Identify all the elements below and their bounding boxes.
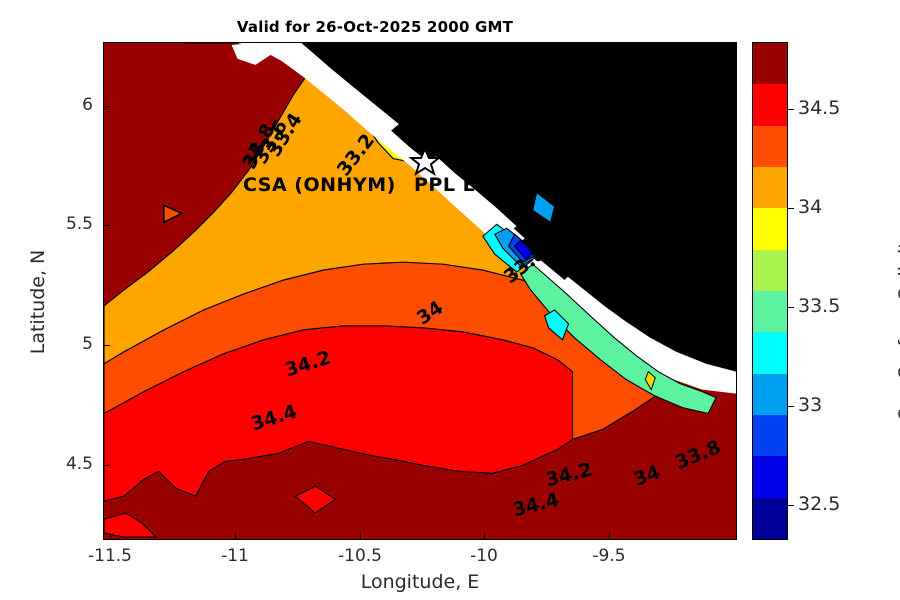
landmass-edge-detail bbox=[391, 120, 441, 163]
colorbar-tick bbox=[788, 208, 794, 210]
colorbar-tick bbox=[788, 109, 794, 111]
colorbar-tick-label: 32.5 bbox=[798, 493, 841, 515]
y-tick bbox=[103, 465, 110, 467]
y-tick bbox=[103, 345, 110, 347]
colorbar-tick-label: 34.5 bbox=[798, 97, 841, 119]
figure-title: Valid for 26-Oct-2025 2000 GMT bbox=[236, 18, 514, 36]
x-tick bbox=[484, 533, 486, 540]
coastal-patch-azure-2 bbox=[532, 191, 556, 224]
x-tick bbox=[609, 533, 611, 540]
x-tick bbox=[235, 533, 237, 540]
y-axis-title: Latitude, N bbox=[27, 249, 49, 355]
colorbar-tick bbox=[788, 307, 794, 309]
landmass-edge-detail-2 bbox=[520, 230, 577, 281]
colorbar-tick-label: 34 bbox=[798, 196, 823, 218]
colorbar-tick-label: 33.5 bbox=[798, 295, 841, 317]
star-marker bbox=[408, 146, 442, 177]
x-tick-label: -10 bbox=[470, 546, 498, 566]
coastal-bay bbox=[422, 160, 517, 239]
colorbar bbox=[752, 42, 788, 540]
colorbar-title: Sea Surface Salinity, psu bbox=[895, 183, 900, 421]
colorbar-tick bbox=[788, 406, 794, 408]
colorbar-band bbox=[753, 332, 787, 374]
y-tick-label: 5.5 bbox=[65, 214, 93, 234]
x-tick-label: -10.5 bbox=[338, 546, 382, 566]
salinity-contour-field bbox=[104, 43, 736, 539]
contour-map-plot-area: 33.2 33.4 33.6 33.8 34 33.8 34 34.2 34.4… bbox=[103, 42, 737, 540]
colorbar-tick-label: 33 bbox=[798, 394, 823, 416]
y-tick bbox=[103, 225, 110, 227]
colorbar-band bbox=[753, 414, 787, 457]
contour-inclusion-red-2 bbox=[104, 512, 158, 538]
colorbar-band bbox=[753, 84, 787, 126]
site-label-left: CSA (ONHYM) bbox=[243, 174, 396, 196]
coastal-patch-yellow-speck bbox=[644, 370, 656, 391]
colorbar-band bbox=[753, 290, 787, 333]
colorbar-tick bbox=[788, 505, 794, 507]
colorbar-band bbox=[753, 125, 787, 167]
y-tick-label: 6 bbox=[82, 95, 93, 115]
x-tick-label: -9.5 bbox=[592, 546, 626, 566]
colorbar-band bbox=[753, 249, 787, 291]
coastal-patch-navy-1 bbox=[513, 239, 534, 261]
x-axis-title: Longitude, E bbox=[360, 571, 480, 593]
x-tick-label: -11 bbox=[221, 546, 249, 566]
colorbar-band bbox=[753, 456, 787, 498]
contour-inclusion-orange bbox=[163, 204, 184, 224]
colorbar-band bbox=[753, 208, 787, 250]
landmass bbox=[301, 43, 736, 372]
y-tick bbox=[103, 106, 110, 108]
colorbar-band bbox=[753, 166, 787, 209]
x-tick-label: -11.5 bbox=[88, 546, 132, 566]
y-tick-label: 5 bbox=[82, 334, 93, 354]
colorbar-band bbox=[753, 373, 787, 415]
x-tick bbox=[360, 533, 362, 540]
colorbar-band bbox=[753, 497, 787, 539]
y-tick-label: 4.5 bbox=[65, 454, 93, 474]
site-label-right: PPL EB bbox=[414, 174, 492, 196]
coastal-patch-cyan-2 bbox=[543, 309, 570, 341]
contour-inclusion-red bbox=[294, 485, 337, 514]
colorbar-band bbox=[753, 43, 787, 85]
x-tick bbox=[110, 533, 112, 540]
coast-buffer-notch bbox=[231, 43, 274, 65]
